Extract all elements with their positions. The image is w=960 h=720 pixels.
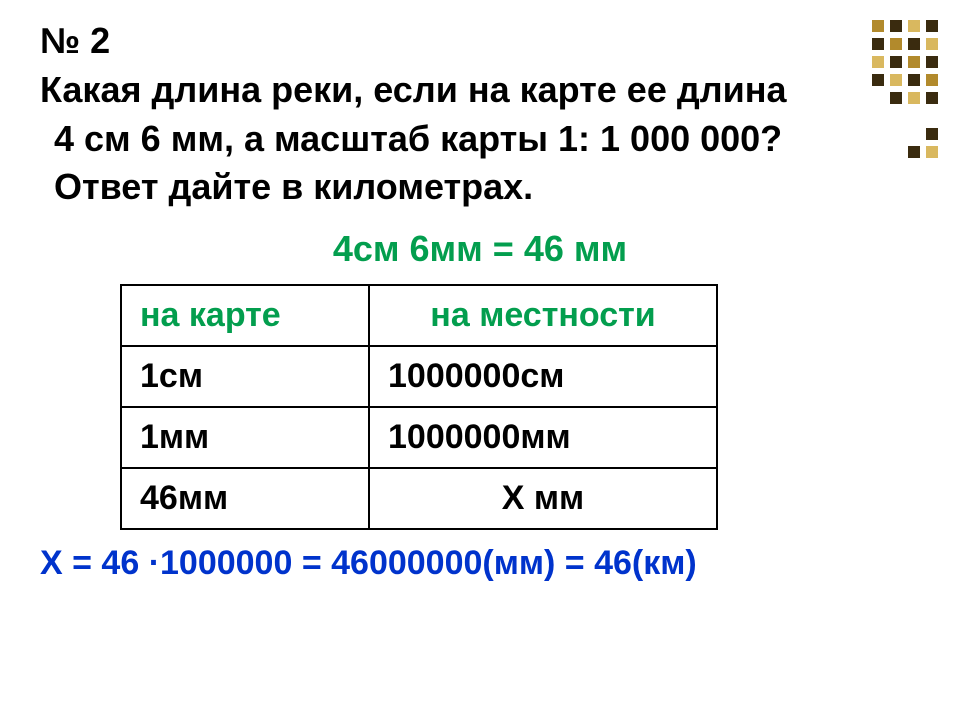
decoration-dot xyxy=(926,92,938,104)
decoration-dot xyxy=(890,92,902,104)
problem-text-line1: Какая длина реки, если на карте ее длина xyxy=(40,66,920,115)
decoration-dot xyxy=(890,128,902,140)
decoration-dot xyxy=(926,74,938,86)
decoration-dot xyxy=(872,110,884,122)
header-map: на карте xyxy=(121,285,369,346)
decoration-dot xyxy=(926,56,938,68)
decoration-dot xyxy=(872,38,884,50)
decoration-dot xyxy=(890,38,902,50)
decoration-dot xyxy=(908,74,920,86)
decoration-dots xyxy=(872,20,940,160)
decoration-dot xyxy=(872,20,884,32)
decoration-dot xyxy=(908,128,920,140)
decoration-dot xyxy=(926,38,938,50)
table-header-row: на карте на местности xyxy=(121,285,717,346)
decoration-dot xyxy=(872,74,884,86)
problem-number: № 2 xyxy=(40,20,920,62)
decoration-dot xyxy=(908,146,920,158)
decoration-dot xyxy=(926,146,938,158)
decoration-dot xyxy=(890,56,902,68)
decoration-dot xyxy=(890,110,902,122)
decoration-dot xyxy=(872,56,884,68)
cell-r2c0: 46мм xyxy=(121,468,369,529)
decoration-dot xyxy=(908,38,920,50)
decoration-dot xyxy=(872,92,884,104)
table-row: 1см 1000000см xyxy=(121,346,717,407)
cell-r1c0: 1мм xyxy=(121,407,369,468)
decoration-dot xyxy=(908,20,920,32)
conversion-line: 4см 6мм = 46 мм xyxy=(40,228,920,270)
decoration-dot xyxy=(926,20,938,32)
decoration-dot xyxy=(908,110,920,122)
table-row: 1мм 1000000мм xyxy=(121,407,717,468)
problem-text-line3: Ответ дайте в километрах. xyxy=(54,163,920,212)
decoration-dot xyxy=(908,56,920,68)
slide-content: № 2 Какая длина реки, если на карте ее д… xyxy=(0,0,960,603)
table-row: 46мм X мм xyxy=(121,468,717,529)
decoration-dot xyxy=(872,128,884,140)
cell-r1c1: 1000000мм xyxy=(369,407,717,468)
decoration-dot xyxy=(908,92,920,104)
decoration-dot xyxy=(890,20,902,32)
decoration-dot xyxy=(872,146,884,158)
scale-table: на карте на местности 1см 1000000см 1мм … xyxy=(120,284,718,530)
cell-r0c0: 1см xyxy=(121,346,369,407)
decoration-dot xyxy=(926,128,938,140)
decoration-dot xyxy=(926,110,938,122)
problem-text-line2: 4 см 6 мм, а масштаб карты 1: 1 000 000? xyxy=(54,115,920,164)
cell-r2c1: X мм xyxy=(369,468,717,529)
header-ground: на местности xyxy=(369,285,717,346)
cell-r0c1: 1000000см xyxy=(369,346,717,407)
answer-line: X = 46 ·1000000 = 46000000(мм) = 46(км) xyxy=(40,544,920,583)
decoration-dot xyxy=(890,74,902,86)
decoration-dot xyxy=(890,146,902,158)
